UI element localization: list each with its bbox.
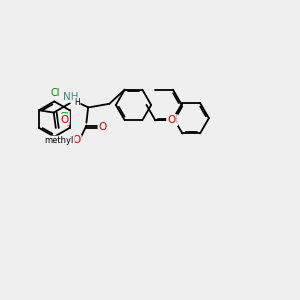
Text: Cl: Cl (60, 112, 69, 122)
Text: O: O (167, 115, 175, 125)
Text: O: O (98, 122, 107, 132)
Text: Cl: Cl (50, 88, 60, 98)
Text: O: O (61, 115, 69, 125)
Text: H: H (74, 98, 80, 107)
Text: O: O (73, 135, 81, 145)
Text: NH: NH (63, 92, 78, 102)
Text: methyl: methyl (45, 136, 74, 146)
Text: N: N (169, 115, 177, 125)
